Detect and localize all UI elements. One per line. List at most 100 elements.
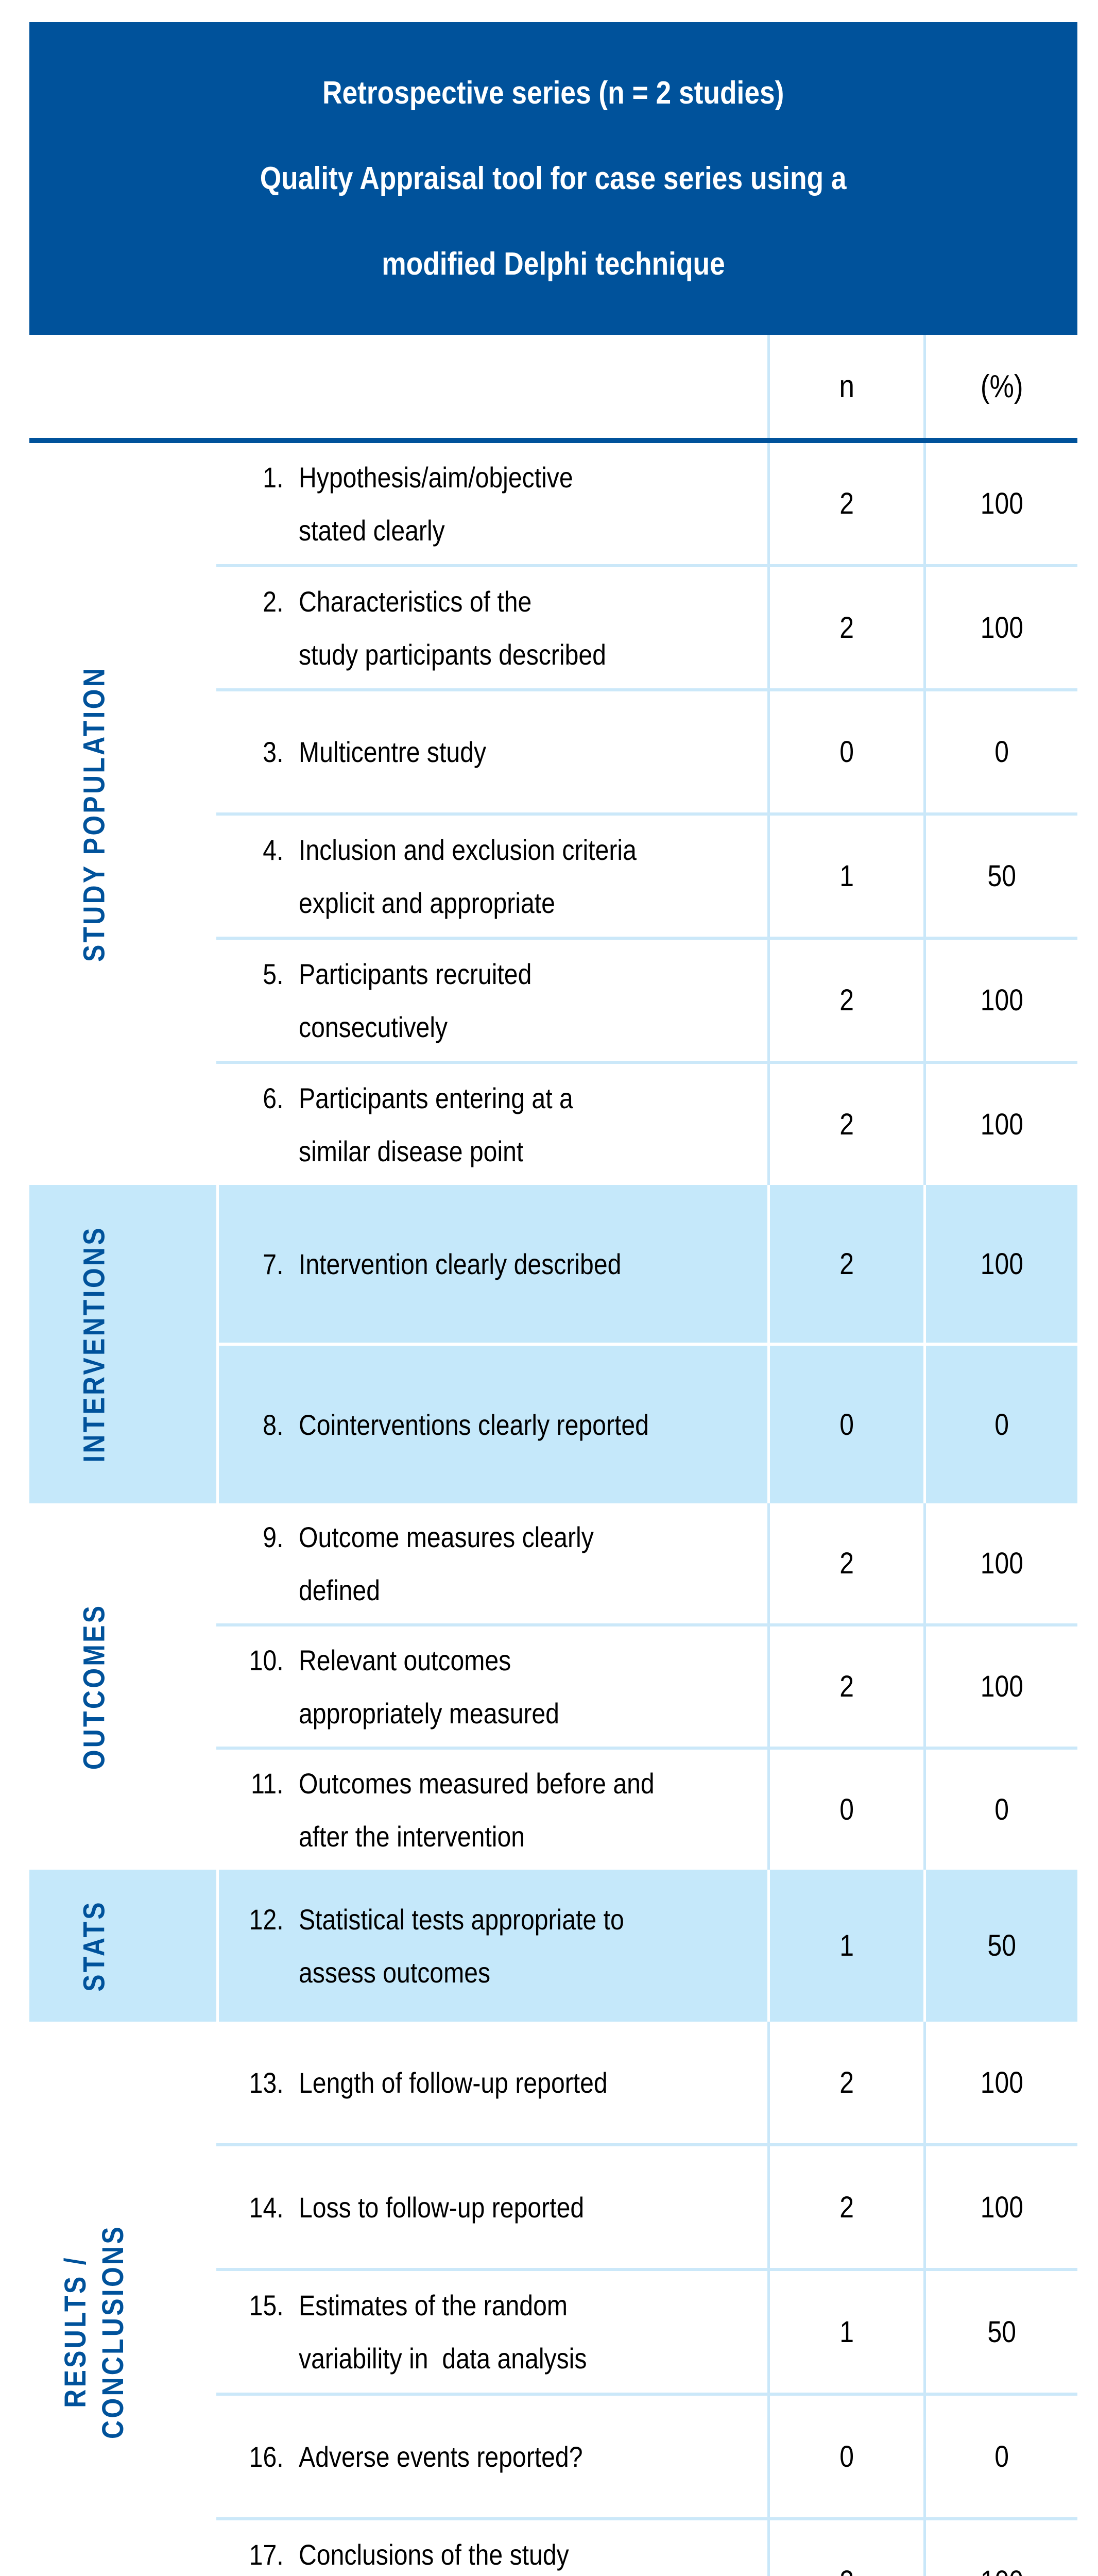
cell-pct-value: 100 bbox=[980, 611, 1023, 645]
question-group: 10. Relevant outcomes appropriately measu… bbox=[219, 1634, 602, 1740]
cell-n: 2 bbox=[767, 443, 923, 564]
table-row: 6. Participants entering at a similar dis… bbox=[216, 1064, 1077, 1185]
row-text-line: Outcome measures clearly bbox=[299, 1520, 594, 1553]
cell-n-value: 2 bbox=[839, 1247, 854, 1281]
row-text: Adverse events reported? bbox=[299, 2430, 582, 2483]
cell-pct-value: 50 bbox=[987, 859, 1016, 893]
cell-pct: 100 bbox=[923, 1626, 1077, 1747]
col-header-n-label: n bbox=[839, 368, 854, 404]
cell-pct: 100 bbox=[923, 2022, 1077, 2143]
question-group: 13. Length of follow-up reported bbox=[219, 2056, 658, 2109]
question-group: 7. Intervention clearly described bbox=[219, 1238, 674, 1291]
section-outcomes: OUTCOMES 9. Outcome measures clearly defi… bbox=[29, 1503, 1077, 1870]
row-number: 14. bbox=[249, 2191, 284, 2224]
cell-n: 0 bbox=[767, 1346, 923, 1503]
row-number: 3. bbox=[263, 736, 284, 768]
row-text: Length of follow-up reported bbox=[299, 2056, 608, 2109]
row-number-box: 17. bbox=[219, 2528, 299, 2576]
cell-pct-value: 100 bbox=[980, 487, 1023, 520]
cell-pct-value: 0 bbox=[994, 735, 1009, 769]
row-number: 11. bbox=[251, 1767, 284, 1800]
row-number: 10. bbox=[249, 1643, 284, 1676]
section-label-line: OUTCOMES bbox=[77, 1603, 111, 1770]
question-cell: 17. Conclusions of the studysupported bbox=[216, 2520, 767, 2576]
col-header-n: n bbox=[767, 335, 923, 438]
row-number: 13. bbox=[249, 2066, 284, 2099]
row-text: Outcomes measured before and after the in… bbox=[299, 1757, 655, 1863]
question-cell: 13. Length of follow-up reported bbox=[216, 2022, 767, 2143]
section-rows: 1. Hypothesis/aim/objective stated clearl… bbox=[216, 443, 1077, 1185]
cell-pct-value: 0 bbox=[994, 2439, 1009, 2473]
row-number-box: 10. bbox=[219, 1634, 299, 1687]
row-text-line: explicit and appropriate bbox=[299, 886, 555, 919]
cell-n-value: 2 bbox=[839, 611, 854, 645]
cell-n-value: 0 bbox=[839, 1408, 854, 1442]
cell-n-value: 0 bbox=[839, 735, 854, 769]
question-group: 9. Outcome measures clearly defined bbox=[219, 1511, 642, 1617]
section-vertical-label: STATS bbox=[76, 1892, 113, 1999]
column-header-row: n (%) bbox=[29, 335, 1077, 443]
row-text: Hypothesis/aim/objective stated clearly bbox=[299, 451, 573, 557]
question-cell: 14. Loss to follow-up reported bbox=[216, 2146, 767, 2268]
cell-pct: 100 bbox=[923, 1503, 1077, 1623]
cell-pct-value: 50 bbox=[987, 2315, 1016, 2349]
cell-n: 2 bbox=[767, 1626, 923, 1747]
section-rows: 9. Outcome measures clearly defined 2 100… bbox=[216, 1503, 1077, 1870]
row-number-box: 7. bbox=[219, 1238, 299, 1291]
cell-n: 2 bbox=[767, 1064, 923, 1185]
row-text: Characteristics of the study participants… bbox=[299, 575, 606, 681]
row-number: 9. bbox=[263, 1520, 284, 1553]
question-group: 1. Hypothesis/aim/objective stated clearl… bbox=[219, 451, 617, 557]
question-cell: 4. Inclusion and exclusion criteria expli… bbox=[216, 816, 767, 937]
row-number-box: 14. bbox=[219, 2181, 299, 2234]
row-text: Inclusion and exclusion criteria explicit… bbox=[299, 823, 637, 929]
row-text: Intervention clearly described bbox=[299, 1238, 621, 1291]
table-body: STUDY POPULATION 1. Hypothesis/aim/objec… bbox=[29, 443, 1077, 2576]
cell-pct: 50 bbox=[923, 1870, 1077, 2022]
question-cell: 6. Participants entering at a similar dis… bbox=[216, 1064, 767, 1185]
cell-pct-value: 100 bbox=[980, 2065, 1023, 2099]
row-text: Participants recruited consecutively bbox=[299, 947, 531, 1054]
cell-n-value: 1 bbox=[839, 2315, 854, 2349]
row-number-box: 5. bbox=[219, 947, 299, 1001]
row-text-line: Outcomes measured before and bbox=[299, 1767, 655, 1800]
cell-n: 0 bbox=[767, 1750, 923, 1870]
question-cell: 5. Participants recruited consecutively bbox=[216, 940, 767, 1061]
row-text-line: Conclusions of the study bbox=[299, 2538, 569, 2571]
cell-n: 2 bbox=[767, 1185, 923, 1343]
table-row: 3. Multicentre study 0 0 bbox=[216, 691, 1077, 816]
question-group: 12. Statistical tests appropriate to asse… bbox=[219, 1893, 677, 1999]
row-text: Outcome measures clearly defined bbox=[299, 1511, 594, 1617]
cell-n: 2 bbox=[767, 2520, 923, 2576]
question-group: 16. Adverse events reported? bbox=[219, 2430, 629, 2483]
cell-n-value: 2 bbox=[839, 1670, 854, 1703]
cell-pct: 0 bbox=[923, 1750, 1077, 1870]
row-number: 4. bbox=[263, 833, 284, 866]
title-line-3: modified Delphi technique bbox=[382, 246, 725, 282]
section-label-cell: RESULTS / CONCLUSIONS bbox=[29, 2022, 216, 2576]
cell-n-value: 2 bbox=[839, 984, 854, 1017]
question-group: 5. Participants recruited consecutively bbox=[219, 947, 570, 1054]
question-cell: 2. Characteristics of the study participa… bbox=[216, 567, 767, 688]
table-title-banner: Retrospective series (n = 2 studies) Qua… bbox=[29, 22, 1077, 335]
row-text-line: Participants recruited bbox=[299, 957, 532, 990]
row-number-box: 6. bbox=[219, 1072, 299, 1125]
row-number-box: 15. bbox=[219, 2279, 299, 2332]
cell-pct-value: 100 bbox=[980, 1547, 1023, 1580]
row-text-line: Cointerventions clearly reported bbox=[299, 1408, 649, 1441]
row-text-line: Characteristics of the bbox=[299, 585, 532, 618]
section-label-cell: STUDY POPULATION bbox=[29, 443, 216, 1185]
table-row: 4. Inclusion and exclusion criteria expli… bbox=[216, 816, 1077, 940]
row-text-line: Statistical tests appropriate to bbox=[299, 1903, 624, 1936]
cell-n: 1 bbox=[767, 2271, 923, 2393]
row-text-line: variability in data analysis bbox=[299, 2342, 587, 2375]
cell-pct: 50 bbox=[923, 2271, 1077, 2393]
section-vertical-label: STUDY POPULATION bbox=[76, 642, 113, 986]
table-row: 13. Length of follow-up reported 2 100 bbox=[216, 2022, 1077, 2146]
cell-n-value: 2 bbox=[839, 2065, 854, 2099]
row-text: Multicentre study bbox=[299, 725, 486, 778]
cell-n: 2 bbox=[767, 2022, 923, 2143]
section-vertical-label: RESULTS / CONCLUSIONS bbox=[57, 2207, 132, 2456]
question-cell: 1. Hypothesis/aim/objective stated clearl… bbox=[216, 443, 767, 564]
table-row: 14. Loss to follow-up reported 2 100 bbox=[216, 2146, 1077, 2271]
